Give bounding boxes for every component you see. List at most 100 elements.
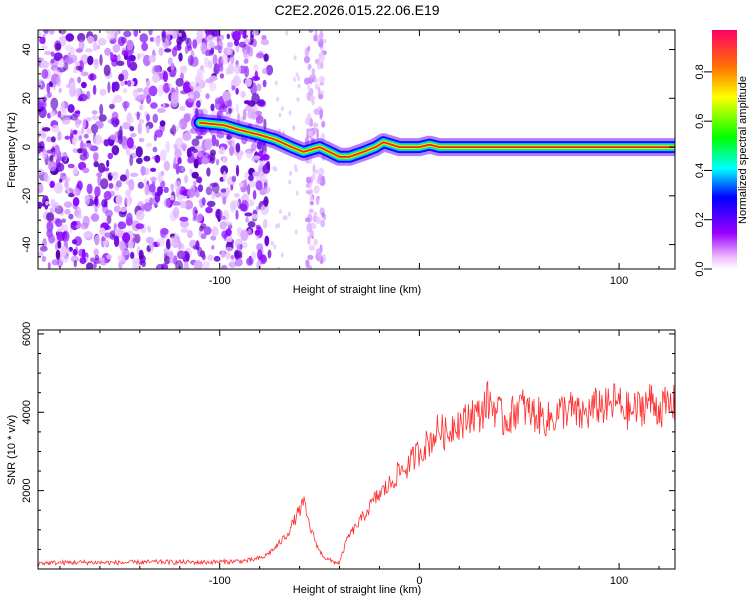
noise-blob xyxy=(288,179,292,185)
noise-blob xyxy=(318,167,325,177)
noise-blob xyxy=(175,260,183,269)
noise-blob xyxy=(282,215,286,221)
chart-title: C2E2.2026.015.22.06.E19 xyxy=(274,2,439,18)
noise-blob xyxy=(180,228,189,233)
noise-blob xyxy=(195,135,203,140)
noise-blob xyxy=(119,174,127,182)
colorbar-gradient xyxy=(712,30,737,269)
noise-blob xyxy=(128,179,135,191)
noise-blob xyxy=(308,244,316,251)
noise-blob xyxy=(103,190,112,201)
noise-blob xyxy=(114,226,119,239)
noise-blob xyxy=(40,132,47,139)
noise-blob xyxy=(111,145,120,156)
noise-blob xyxy=(318,76,325,83)
noise-blob xyxy=(55,218,63,227)
noise-blob xyxy=(292,125,296,131)
noise-blob xyxy=(177,157,182,165)
noise-blob xyxy=(222,90,232,102)
noise-blob xyxy=(233,64,241,75)
noise-blob xyxy=(61,117,71,125)
noise-blob xyxy=(51,259,60,266)
noise-blob xyxy=(149,241,155,250)
noise-blob xyxy=(305,183,310,188)
noise-blob xyxy=(205,93,210,100)
noise-blob xyxy=(48,233,55,244)
noise-blob xyxy=(91,110,98,115)
noise-blob xyxy=(228,261,237,268)
noise-blob xyxy=(219,65,224,72)
noise-blob xyxy=(229,145,234,156)
noise-blob xyxy=(317,174,324,183)
noise-blob xyxy=(103,64,111,77)
noise-blob xyxy=(57,131,62,141)
noise-blob xyxy=(169,70,176,78)
y-tick-label: 20 xyxy=(21,92,33,104)
noise-blob xyxy=(129,126,135,132)
noise-blob xyxy=(213,255,221,262)
noise-blob xyxy=(172,206,180,219)
noise-blob xyxy=(242,108,247,121)
noise-blob xyxy=(82,167,90,174)
noise-blob xyxy=(273,244,277,250)
noise-blob xyxy=(307,83,311,92)
noise-blob xyxy=(187,156,195,164)
noise-blob xyxy=(294,164,297,170)
noise-blob xyxy=(288,110,292,116)
noise-blob xyxy=(255,180,263,191)
noise-blob xyxy=(255,115,264,124)
noise-blob xyxy=(285,30,289,36)
noise-blob xyxy=(141,42,149,52)
noise-blob xyxy=(156,238,166,247)
noise-blob xyxy=(321,175,325,181)
noise-blob xyxy=(319,108,324,119)
noise-blob xyxy=(175,78,184,87)
noise-blob xyxy=(38,201,43,208)
noise-blob xyxy=(261,68,268,75)
noise-blob xyxy=(94,254,100,261)
noise-blob xyxy=(237,198,242,209)
noise-blob xyxy=(113,205,121,213)
noise-blob xyxy=(117,53,121,63)
noise-blob xyxy=(68,213,74,220)
noise-blob xyxy=(318,52,324,58)
noise-blob xyxy=(92,152,99,161)
noise-blob xyxy=(280,252,284,258)
noise-blob xyxy=(313,211,318,217)
noise-blob xyxy=(247,221,256,228)
noise-blob xyxy=(50,59,55,64)
noise-blob xyxy=(100,178,109,190)
noise-blob xyxy=(319,81,325,86)
noise-blob xyxy=(187,55,194,66)
noise-blob xyxy=(73,260,78,268)
noise-blob xyxy=(244,65,250,78)
noise-blob xyxy=(93,58,100,70)
noise-blob xyxy=(51,124,60,133)
noise-blob xyxy=(113,235,120,248)
noise-blob xyxy=(50,97,59,110)
noise-blob xyxy=(178,122,182,129)
noise-blob xyxy=(222,196,227,205)
noise-blob xyxy=(180,65,188,74)
noise-blob xyxy=(223,221,233,226)
noise-blob xyxy=(58,58,65,69)
noise-blob xyxy=(147,225,151,231)
noise-blob xyxy=(125,189,131,197)
noise-blob xyxy=(61,218,66,223)
noise-blob xyxy=(226,47,233,56)
noise-blob xyxy=(56,76,62,87)
noise-blob xyxy=(313,238,318,246)
noise-blob xyxy=(208,81,217,92)
noise-blob xyxy=(149,37,155,42)
noise-blob xyxy=(165,238,171,250)
noise-blob xyxy=(187,230,193,239)
noise-blob xyxy=(168,82,172,89)
noise-blob xyxy=(252,155,261,160)
noise-blob xyxy=(247,228,252,236)
noise-blob xyxy=(120,81,125,86)
noise-blob xyxy=(179,105,186,112)
noise-blob xyxy=(160,228,169,235)
noise-blob xyxy=(101,199,107,208)
noise-blob xyxy=(106,159,110,168)
noise-blob xyxy=(170,62,175,72)
